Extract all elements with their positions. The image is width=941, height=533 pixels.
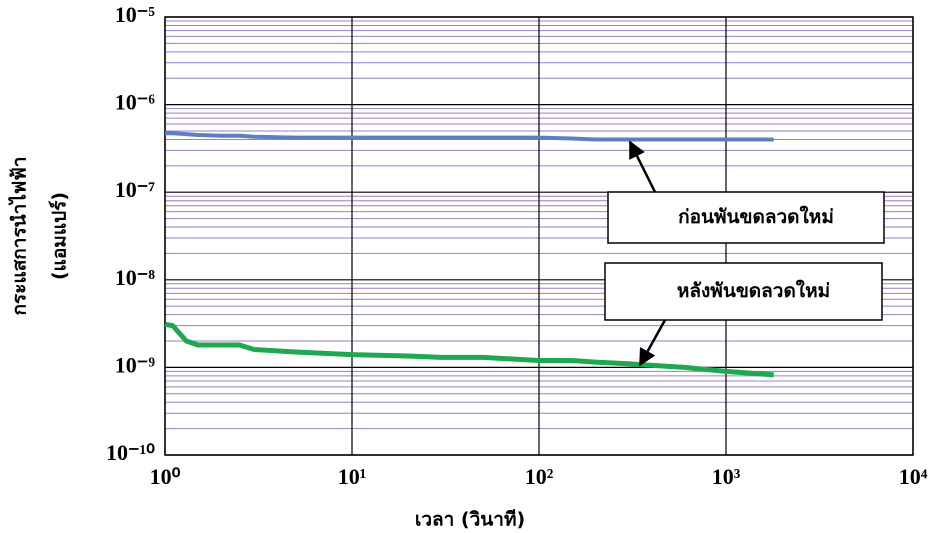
- annotation-arrow: [628, 140, 657, 193]
- annotation-box: [607, 191, 885, 244]
- annotation-box: [604, 262, 883, 321]
- y-tick-label: 10⁻¹⁰: [106, 440, 155, 465]
- x-tick-label: 10³: [712, 464, 741, 489]
- y-tick-label: 10⁻⁸: [115, 265, 156, 290]
- x-tick-label: 10⁴: [899, 464, 928, 489]
- annotation-arrow: [638, 319, 667, 367]
- y-axis-label: (แอมแปร์): [49, 192, 71, 280]
- x-tick-label: 10²: [525, 464, 554, 489]
- plot-border: [164, 16, 914, 456]
- annotation-label: หลังพันขดลวดใหม่: [677, 279, 830, 302]
- y-tick-label: 10⁻⁹: [115, 352, 156, 377]
- y-tick-label: 10⁻⁶: [115, 90, 156, 115]
- x-tick-label: 10⁰: [150, 464, 181, 489]
- series-line: [165, 131, 774, 142]
- y-tick-label: 10⁻⁷: [115, 177, 156, 202]
- x-axis-label: เวลา (วินาที): [415, 509, 525, 531]
- series-line: [164, 321, 774, 378]
- y-axis-label: กระแสการนำไฟฟ้า: [8, 157, 31, 316]
- x-tick-label: 10¹: [338, 464, 367, 489]
- y-tick-label: 10⁻⁵: [115, 2, 156, 27]
- annotation-label: ก่อนพันขดลวดใหม่: [678, 205, 834, 228]
